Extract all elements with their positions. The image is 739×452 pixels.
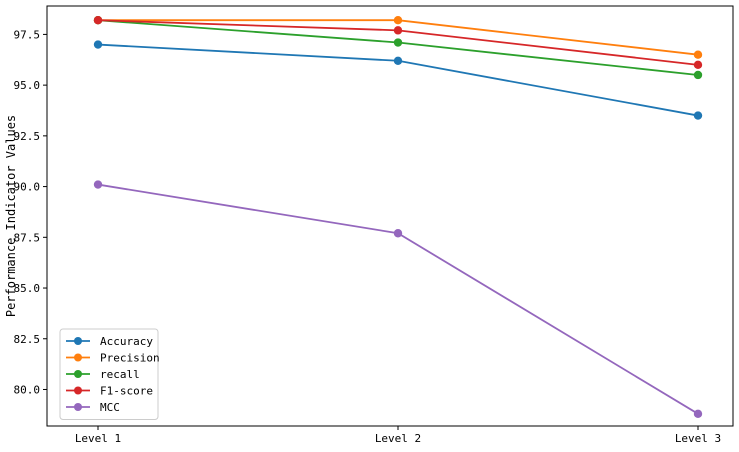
data-point	[93, 16, 103, 25]
plot-frame	[46, 5, 734, 427]
legend-marker	[74, 386, 82, 395]
series-layer	[93, 16, 703, 419]
legend-marker	[74, 370, 82, 378]
y-tick-label: 95.0	[14, 79, 41, 92]
legend-label: recall	[100, 368, 140, 381]
data-point	[693, 50, 703, 59]
y-tick-label: 87.5	[14, 231, 41, 244]
series-line	[97, 183, 699, 415]
legend-box	[59, 328, 159, 420]
y-tick-label: 90.0	[14, 181, 41, 194]
legend-label: MCC	[100, 401, 120, 414]
series-mcc	[93, 180, 703, 419]
data-point	[93, 180, 103, 189]
data-point	[393, 38, 403, 47]
legend-label: Precision	[100, 352, 160, 365]
legend-marker	[74, 353, 82, 362]
y-tick-label: 82.5	[14, 333, 41, 346]
data-point	[693, 70, 703, 80]
data-point	[393, 229, 403, 238]
data-point	[93, 40, 103, 49]
plot-area	[46, 5, 734, 427]
data-point	[693, 111, 703, 120]
legend-marker	[74, 403, 82, 411]
legend-marker	[74, 337, 82, 345]
legend-item: F1-score	[66, 385, 153, 398]
x-tick-label: Level 3	[675, 432, 721, 445]
legend-label: F1-score	[100, 385, 153, 398]
legend-item: Accuracy	[66, 335, 153, 348]
x-axis: Level 1 Level 2 Level 3	[75, 426, 721, 445]
x-tick-label: Level 1	[75, 432, 121, 445]
data-point	[393, 26, 403, 35]
legend-item: Precision	[66, 352, 160, 365]
x-tick-label: Level 2	[375, 432, 421, 445]
data-point	[693, 409, 703, 419]
y-tick-label: 97.5	[14, 28, 41, 41]
series-recall	[93, 16, 703, 80]
data-point	[393, 56, 403, 65]
y-tick-label: 92.5	[14, 130, 41, 143]
legend-label: Accuracy	[100, 335, 153, 348]
legend-item: recall	[66, 368, 140, 381]
y-axis: 80.0 82.5 85.0 87.5 90.0 92.5 95.0 97.5	[14, 28, 47, 396]
legend: Accuracy Precision recall F1-score MCC	[59, 328, 160, 420]
y-tick-label: 80.0	[14, 383, 41, 396]
legend-item: MCC	[66, 401, 120, 414]
data-point	[393, 16, 403, 25]
series-accuracy	[93, 40, 703, 120]
y-tick-label: 85.0	[14, 282, 41, 295]
y-axis-label: Performance Indicator Values	[4, 115, 18, 317]
series-f1-score	[93, 16, 703, 70]
data-point	[693, 60, 703, 70]
